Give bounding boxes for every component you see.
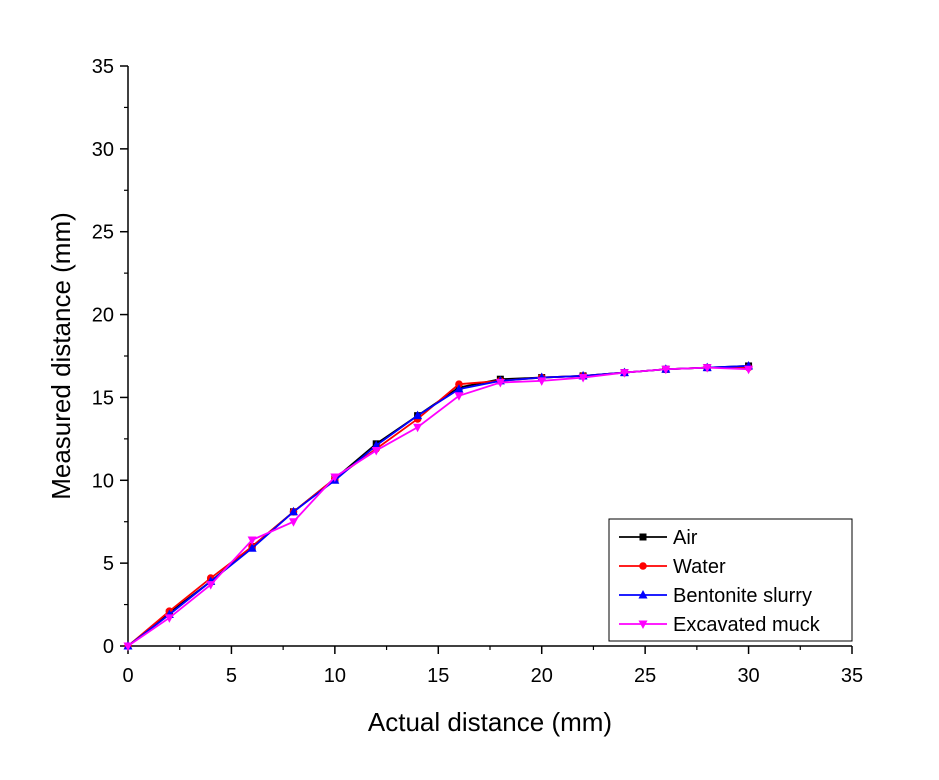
y-tick-label: 0: [103, 636, 114, 658]
x-tick-label: 0: [122, 665, 133, 687]
x-tick-label: 10: [324, 665, 346, 687]
data-point-excavated-muck: [288, 518, 298, 527]
legend-item-air: Air: [619, 527, 698, 549]
x-tick-label: 25: [634, 665, 656, 687]
y-tick-label: 35: [92, 56, 114, 78]
data-point-bentonite-slurry: [371, 440, 381, 449]
x-tick-label: 35: [841, 665, 863, 687]
legend-label: Air: [673, 527, 698, 549]
x-tick-label: 5: [226, 665, 237, 687]
y-axis-title: Measured distance (mm): [46, 212, 76, 500]
legend-label: Water: [673, 556, 726, 578]
data-point-excavated-muck: [454, 392, 464, 401]
y-tick-label: 20: [92, 305, 114, 327]
legend-marker: [639, 562, 647, 570]
y-tick-label: 10: [92, 470, 114, 492]
data-point-excavated-muck: [495, 379, 505, 388]
x-tick-label: 30: [737, 665, 759, 687]
data-point-bentonite-slurry: [454, 384, 464, 393]
data-point-excavated-muck: [537, 377, 547, 386]
legend-label: Excavated muck: [673, 614, 821, 636]
data-point-excavated-muck: [744, 365, 754, 375]
data-point-bentonite-slurry: [413, 410, 423, 420]
legend-item-excavated-muck: Excavated muck: [619, 614, 821, 636]
data-point-excavated-muck: [164, 614, 174, 623]
data-point-bentonite-slurry: [247, 543, 257, 552]
data-point-excavated-muck: [206, 581, 216, 590]
data-point-excavated-muck: [247, 536, 257, 545]
legend-marker: [638, 620, 648, 629]
data-point-excavated-muck: [661, 365, 671, 375]
legend-box: [608, 518, 853, 642]
series-layer: [123, 360, 754, 651]
legend-marker: [638, 590, 648, 599]
legend-item-bentonite-slurry: Bentonite slurry: [619, 585, 812, 607]
legend: Air Water Bentonite slurry Excavated muck: [608, 518, 853, 642]
y-tick-label: 15: [92, 387, 114, 409]
x-tick-label: 15: [427, 665, 449, 687]
y-tick-label: 25: [92, 222, 114, 244]
x-axis-title: Actual distance (mm): [368, 707, 612, 737]
series-line-excavated-muck: [127, 366, 749, 647]
data-point-excavated-muck: [371, 446, 381, 456]
data-point-excavated-muck: [413, 423, 423, 433]
x-tick-label: 20: [531, 665, 553, 687]
data-point-excavated-muck: [123, 642, 133, 651]
legend-item-water: Water: [619, 556, 726, 578]
axes: 0 5 10 15 20 25 30 35 0 5 10 15 20 25 30 35: [92, 56, 863, 687]
legend-label: Bentonite slurry: [673, 585, 812, 607]
data-point-excavated-muck: [702, 364, 712, 373]
series-excavated-muck: [123, 364, 754, 651]
legend-marker: [639, 533, 647, 541]
data-point-excavated-muck: [578, 374, 588, 383]
data-point-bentonite-slurry: [288, 506, 298, 516]
data-point-excavated-muck: [330, 473, 340, 482]
data-point-excavated-muck: [619, 369, 629, 378]
y-tick-label: 5: [103, 553, 114, 575]
y-tick-label: 30: [92, 139, 114, 161]
